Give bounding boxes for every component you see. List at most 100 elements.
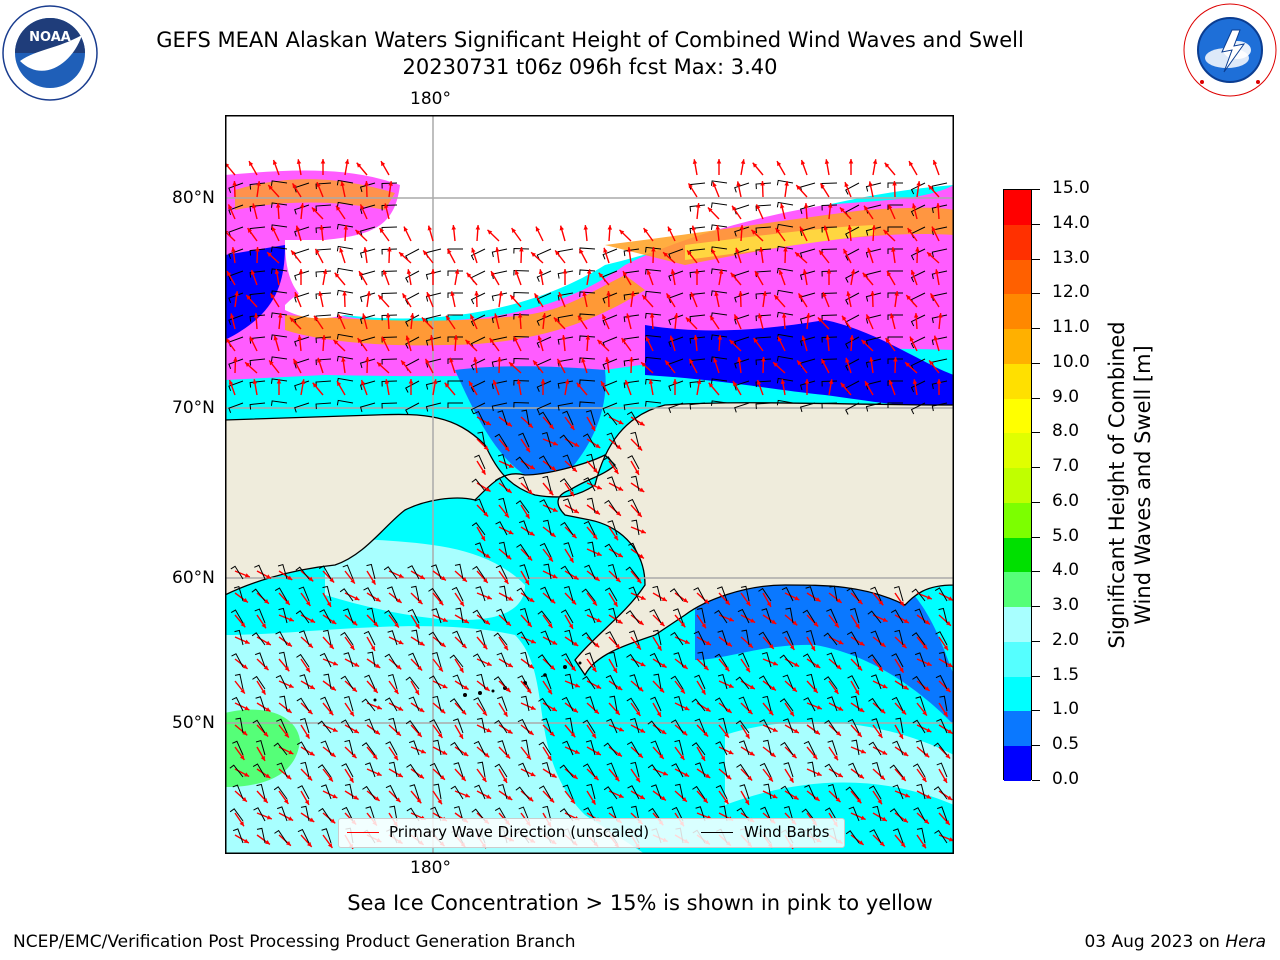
- wind-barb: [366, 563, 376, 580]
- wind-barb: [409, 784, 420, 800]
- wind-barb: [915, 696, 926, 712]
- wind-barb: [696, 607, 706, 624]
- wave-arrow-head: [466, 272, 472, 278]
- wind-barb: [447, 336, 463, 342]
- wind-barb: [300, 805, 310, 822]
- wave-arrow-head: [618, 727, 624, 732]
- wind-barb: [689, 292, 706, 300]
- wave-arrow-head: [891, 247, 896, 252]
- wave-arrow-head: [744, 799, 749, 805]
- lat-label-50: 50°N: [172, 713, 215, 733]
- wave-arrow-head: [932, 159, 938, 165]
- wave-arrow-head: [755, 271, 760, 277]
- wave-arrow-head: [508, 530, 514, 535]
- wind-barb: [776, 267, 794, 274]
- wind-barb: [428, 631, 442, 646]
- wave-arrow-head: [562, 269, 568, 274]
- wave-arrow-head: [704, 599, 709, 604]
- wave-arrow-head: [516, 379, 522, 385]
- wave-arrow-head: [691, 225, 696, 231]
- wave-arrow-head: [461, 709, 467, 715]
- wind-barb: [933, 742, 948, 756]
- wave-arrow-head: [595, 509, 600, 515]
- wind-barb: [425, 402, 442, 412]
- wave-arrow-head: [372, 754, 378, 760]
- wind-barb: [623, 358, 640, 367]
- wind-barb: [710, 290, 728, 296]
- wave-arrow-head: [364, 181, 369, 186]
- wave-arrow-head: [751, 229, 757, 235]
- wind-barb: [827, 740, 838, 756]
- wave-arrow-head: [618, 793, 624, 798]
- wave-arrow-head: [261, 689, 266, 695]
- wave-arrow-head: [403, 226, 408, 232]
- wind-barb: [315, 402, 332, 410]
- wind-barb: [670, 631, 684, 646]
- wind-barb: [734, 248, 750, 259]
- wave-arrow-head: [793, 795, 799, 800]
- wave-arrow-head: [634, 469, 639, 475]
- wind-barb: [559, 434, 574, 448]
- wave-arrow-head: [833, 689, 839, 694]
- wave-arrow-head: [343, 225, 349, 230]
- wind-barb: [602, 248, 618, 260]
- wave-arrow-head: [613, 535, 618, 541]
- wave-arrow-head: [825, 335, 831, 340]
- wave-arrow-head: [878, 600, 884, 606]
- wave-arrow-head: [298, 269, 304, 274]
- wind-barb: [470, 358, 486, 371]
- wind-barb: [234, 673, 244, 690]
- wave-arrow-head: [387, 247, 392, 252]
- wind-barb: [603, 786, 618, 800]
- wave-arrow-head: [597, 339, 603, 345]
- wind-barb: [625, 566, 640, 580]
- wave-arrow-head: [308, 576, 314, 582]
- wave-arrow-head: [530, 639, 536, 644]
- wave-arrow-head: [570, 798, 575, 804]
- wave-arrow-head: [639, 553, 644, 559]
- wind-barb: [910, 380, 926, 393]
- wind-barb: [336, 399, 354, 406]
- wave-arrow-head: [888, 379, 894, 385]
- wave-arrow-head: [760, 181, 765, 186]
- wind-barb: [425, 292, 442, 302]
- wave-arrow-head: [256, 181, 261, 186]
- wind-barb: [623, 248, 640, 257]
- wave-arrow-head: [789, 711, 794, 717]
- wave-arrow-head: [708, 382, 714, 388]
- wind-barb: [513, 335, 530, 342]
- wind-barb: [249, 270, 266, 278]
- sea-ice-orange-nw: [235, 179, 395, 210]
- wave-arrow-head: [537, 335, 542, 341]
- wave-arrow-head: [659, 687, 665, 693]
- wind-barb: [799, 270, 816, 281]
- wave-arrow-head: [775, 228, 781, 233]
- wave-arrow-head: [641, 362, 646, 367]
- wave-arrow-head: [603, 247, 608, 253]
- wave-arrow-head: [242, 730, 248, 736]
- wind-barb: [631, 519, 640, 536]
- wave-arrow-head: [459, 667, 464, 673]
- wave-arrow-head: [729, 339, 735, 345]
- wind-barb: [939, 695, 948, 712]
- wind-barb: [228, 380, 244, 391]
- wave-arrow-head: [869, 357, 874, 362]
- wave-arrow-head: [813, 621, 819, 627]
- wave-arrow-head: [419, 641, 425, 646]
- wind-barb: [336, 223, 354, 230]
- wind-barb: [845, 336, 860, 349]
- wave-arrow-head: [867, 247, 872, 253]
- wind-barb: [915, 739, 926, 756]
- wave-arrow-head: [266, 574, 272, 579]
- wind-barb: [913, 807, 926, 822]
- wind-barb: [823, 676, 838, 690]
- wave-arrow-head: [933, 335, 938, 341]
- wave-arrow-head: [838, 706, 844, 711]
- wind-barb: [249, 380, 266, 388]
- wave-arrow-head: [693, 335, 699, 340]
- wind-barb: [692, 785, 706, 800]
- wind-barb: [581, 632, 596, 646]
- wave-arrow-head: [286, 708, 292, 713]
- wind-barb: [584, 608, 596, 624]
- wave-arrow-head: [684, 772, 690, 777]
